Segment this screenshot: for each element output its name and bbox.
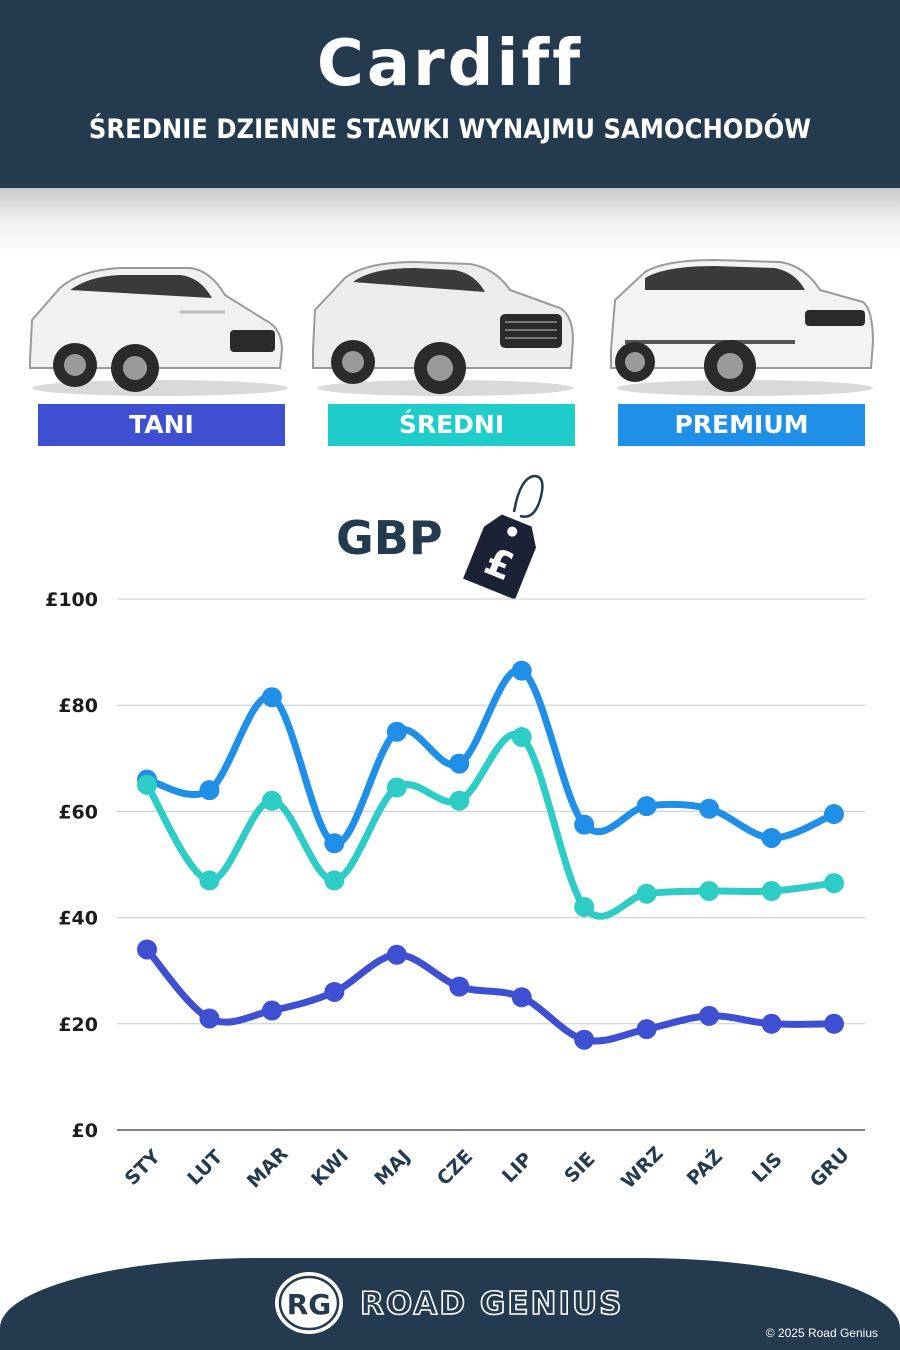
x-tick-label: PAŹ — [682, 1145, 727, 1190]
data-point — [761, 827, 782, 848]
y-tick-label: £100 — [45, 589, 98, 611]
data-point — [574, 896, 595, 917]
series-line — [143, 730, 838, 920]
brand-name: ROAD GENIUS — [359, 1285, 624, 1323]
data-point — [324, 870, 345, 891]
copyright-text: © 2025 Road Genius — [765, 1326, 878, 1340]
x-tick-label: SIE — [560, 1148, 599, 1187]
y-tick-label: £20 — [58, 1014, 98, 1036]
footer-banner — [0, 1258, 900, 1350]
data-point — [636, 883, 657, 904]
x-tick-label: CZE — [433, 1146, 477, 1190]
category-label-tani: TANI — [38, 404, 285, 446]
data-point — [699, 1005, 720, 1026]
data-point — [199, 780, 220, 801]
data-point — [636, 796, 657, 817]
data-point — [511, 727, 532, 748]
data-point — [324, 833, 345, 854]
data-point — [449, 976, 470, 997]
series-line — [143, 945, 838, 1045]
road-genius-logo-icon: RG — [273, 1271, 345, 1335]
data-point — [386, 721, 407, 742]
suv-car-image — [305, 250, 575, 400]
data-point — [761, 1013, 782, 1034]
y-tick-label: £0 — [72, 1120, 98, 1142]
y-tick-label: £40 — [58, 908, 98, 930]
premium-suv-car-image — [605, 250, 875, 400]
hatchback-car-image — [20, 250, 290, 400]
data-point — [824, 804, 844, 825]
page-subtitle: ŚREDNIE DZIENNE STAWKI WYNAJMU SAMOCHODÓ… — [88, 114, 812, 145]
x-tick-label: MAR — [243, 1143, 293, 1193]
x-tick-label: KWI — [307, 1145, 353, 1191]
logo-text: RG — [287, 1288, 332, 1321]
data-point — [699, 881, 720, 902]
x-tick-label: LIP — [498, 1148, 537, 1187]
currency-label: GBP — [336, 511, 443, 565]
category-label-sredni: ŚREDNI — [328, 404, 575, 446]
x-tick-label: GRU — [806, 1144, 854, 1192]
rental-rate-line-chart: £0 £20 £40 £60 £80 £100 STY LUT MAR KWI MAJ CZE LIP S… — [45, 589, 865, 1193]
data-point — [261, 1000, 282, 1021]
y-tick-label: £80 — [58, 695, 98, 717]
category-label-premium: PREMIUM — [618, 404, 865, 446]
data-point — [199, 1008, 220, 1029]
data-point — [449, 753, 470, 774]
data-point — [261, 687, 282, 708]
data-point — [449, 790, 470, 811]
price-tag-icon: £ — [452, 470, 552, 605]
page-title: Cardiff — [316, 27, 584, 101]
data-point — [574, 814, 595, 835]
data-point — [386, 944, 407, 965]
data-point — [699, 798, 720, 819]
data-point — [199, 870, 220, 891]
data-point — [261, 790, 282, 811]
data-point — [574, 1029, 595, 1050]
header-shadow — [0, 188, 900, 258]
data-point — [324, 981, 345, 1002]
x-tick-label: LUT — [183, 1146, 227, 1190]
data-point — [511, 987, 532, 1008]
data-point — [511, 660, 532, 681]
y-tick-label: £60 — [58, 801, 98, 823]
data-point — [386, 777, 407, 798]
header-banner: Cardiff ŚREDNIE DZIENNE STAWKI WYNAJMU S… — [0, 0, 900, 188]
data-point — [137, 774, 157, 795]
data-point — [824, 1013, 844, 1034]
data-point — [636, 1019, 657, 1040]
data-point — [761, 881, 782, 902]
x-tick-label: WRZ — [617, 1143, 667, 1193]
x-tick-label: STY — [121, 1146, 165, 1190]
x-tick-label: LIS — [748, 1148, 787, 1187]
data-point — [137, 939, 157, 960]
data-point — [824, 873, 844, 894]
x-tick-label: MAJ — [370, 1146, 414, 1190]
